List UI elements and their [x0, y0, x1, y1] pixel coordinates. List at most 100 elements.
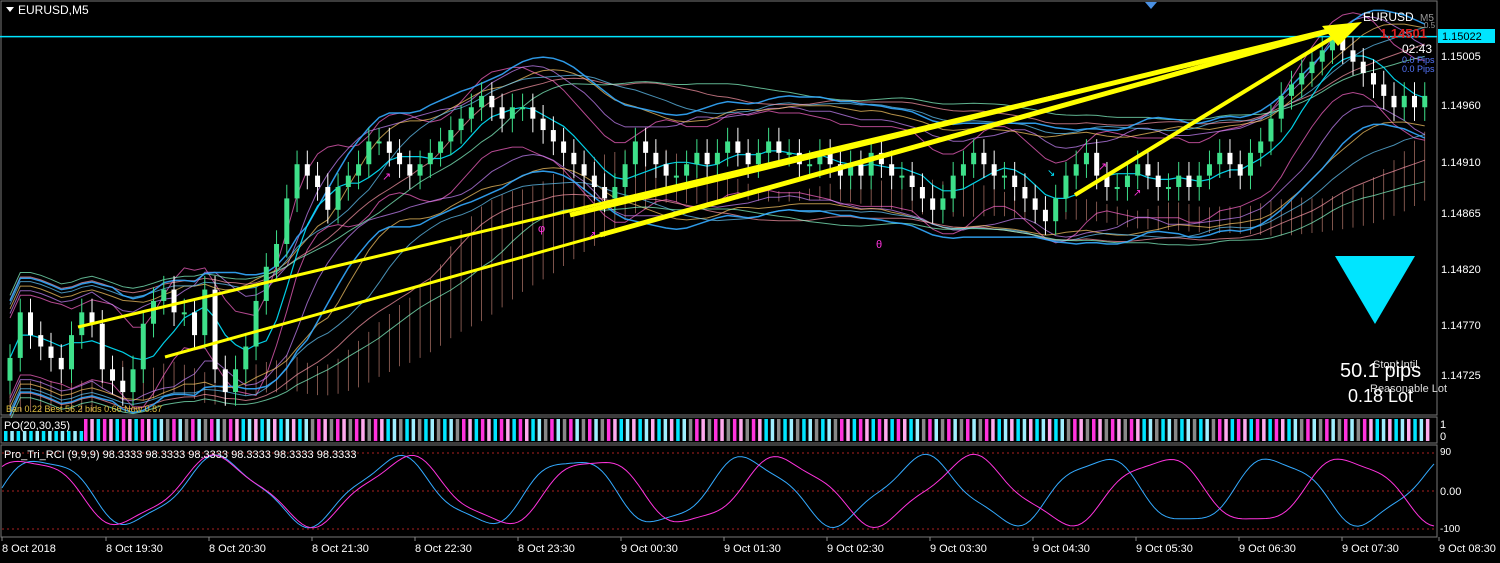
po-bar [22, 431, 27, 441]
po-bar [1010, 419, 1014, 441]
candle [17, 312, 23, 358]
po-bar [443, 419, 447, 441]
candle [28, 312, 34, 336]
po-bar [247, 419, 252, 441]
po-bar [1003, 419, 1008, 441]
po-bar [1161, 419, 1165, 441]
po-bar [254, 419, 258, 441]
candle [622, 164, 628, 188]
po-bar [216, 419, 220, 441]
po-bar [1035, 419, 1039, 441]
candle [930, 198, 936, 210]
time-label: 9 Oct 05:30 [1136, 543, 1193, 555]
po-bar [682, 419, 686, 441]
overlay-timeframe: M5 [1420, 13, 1434, 24]
po-bar [1293, 419, 1298, 441]
po-bar [770, 419, 775, 441]
po-bar [1016, 419, 1020, 441]
time-axis[interactable]: 8 Oct 2018 8 Oct 19:30 8 Oct 20:30 8 Oct 21… [1, 537, 1496, 555]
candle [766, 141, 772, 153]
po-bar [695, 419, 699, 441]
po-bar [147, 419, 151, 441]
candle [540, 118, 546, 131]
candle [325, 187, 331, 210]
po-bar [134, 419, 138, 441]
po-bar [291, 419, 296, 441]
overlay-bid-price: 1.14501 [1380, 26, 1427, 41]
po-bar [266, 419, 271, 441]
po-bar [115, 419, 119, 441]
po-bar [1142, 419, 1146, 441]
po-bar [984, 419, 989, 441]
po-bar [575, 419, 579, 441]
candle [1309, 61, 1315, 74]
current-price-badge [1438, 29, 1495, 43]
po-bar [997, 419, 1001, 441]
candle [1145, 164, 1151, 176]
marker-5: ↗ [1098, 161, 1107, 173]
po-bar [455, 419, 460, 441]
po-bar [41, 431, 46, 441]
po-bar [1173, 419, 1178, 441]
po-bar [978, 419, 983, 441]
po-bar [172, 419, 176, 441]
po-bar [732, 419, 737, 441]
shift-marker-icon[interactable] [1145, 2, 1157, 9]
po-bar [67, 431, 71, 441]
po-bar [449, 419, 453, 441]
po-bar [336, 419, 340, 441]
candle [1022, 187, 1028, 199]
po-bar [1230, 419, 1235, 441]
candle [663, 164, 669, 176]
candle [571, 152, 577, 165]
candle [222, 369, 228, 393]
marker-4: θ [876, 239, 882, 251]
po-bar [588, 419, 592, 441]
candle [704, 152, 710, 165]
candle [38, 335, 44, 347]
candle [632, 141, 638, 165]
po-bar [1224, 419, 1228, 441]
candle [345, 175, 351, 188]
dropdown-triangle-icon[interactable] [6, 7, 14, 12]
symbol-tab-label[interactable]: EURUSD,M5 [18, 3, 89, 17]
po-bar [525, 419, 529, 441]
po-bar [777, 419, 781, 441]
candle [940, 198, 946, 210]
price-tick: 1.14910 [1441, 157, 1481, 169]
candle [653, 152, 659, 165]
rci-line [1, 453, 1435, 529]
po-bar [310, 419, 315, 441]
time-label: 9 Oct 02:30 [827, 543, 884, 555]
po-bar [600, 419, 605, 441]
marker-7: ↘ [1047, 168, 1055, 179]
marker-up-1: ↗ [382, 171, 391, 183]
candle [294, 164, 300, 199]
po-bar [821, 419, 825, 441]
po-bar [903, 419, 907, 441]
candle [151, 300, 157, 324]
time-label: 9 Oct 03:30 [930, 543, 987, 555]
overlay-spread: 0.5 [1424, 21, 1436, 30]
candle [479, 95, 485, 108]
candle [889, 164, 895, 176]
po-bar [1356, 419, 1361, 441]
po-bar [594, 419, 598, 441]
po-bar [342, 419, 346, 441]
arrow-head [1322, 22, 1362, 46]
po-bar [531, 419, 535, 441]
po-bar [367, 419, 371, 441]
po-bar [399, 419, 403, 441]
po-bar [991, 419, 995, 441]
po-bar [424, 419, 428, 441]
candle [1401, 95, 1407, 108]
candle [971, 152, 977, 165]
po-bar [1350, 419, 1354, 441]
po-bar [1129, 419, 1134, 441]
po-bar [96, 419, 101, 441]
price-axis[interactable]: 1.15005 1.14960 1.14910 1.14865 1.14820 … [1438, 29, 1495, 382]
candle [673, 175, 679, 178]
po-bar [487, 419, 491, 441]
candle [848, 164, 854, 176]
